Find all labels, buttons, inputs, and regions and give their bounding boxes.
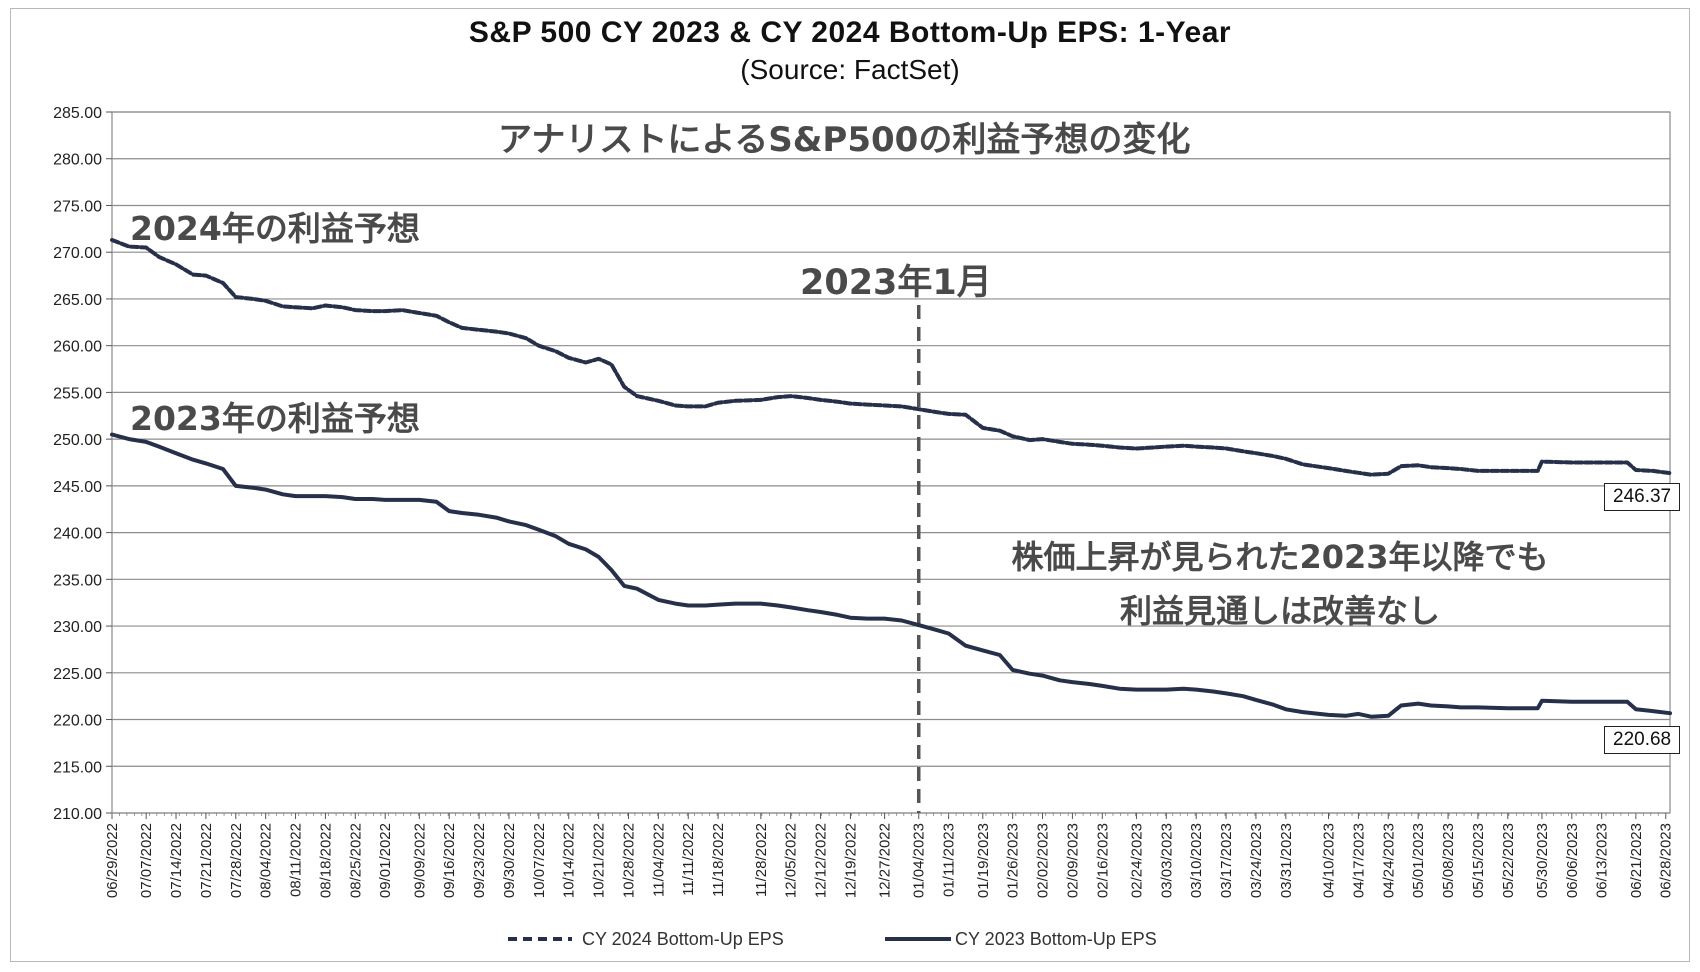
x-tick-label: 02/09/2023 xyxy=(1064,823,1081,898)
y-tick-label: 230.00 xyxy=(53,619,102,636)
x-tick-label: 03/03/2023 xyxy=(1158,823,1175,898)
x-tick-label: 07/28/2022 xyxy=(228,823,245,898)
legend-label-cy2023: CY 2023 Bottom-Up EPS xyxy=(955,929,1157,949)
x-tick-label: 06/21/2023 xyxy=(1628,823,1645,898)
y-tick-label: 260.00 xyxy=(53,339,102,356)
cy2023-end-value: 220.68 xyxy=(1604,726,1681,754)
cy2024-annotation: 2024年の利益予想 xyxy=(130,209,420,248)
x-tick-label: 11/28/2022 xyxy=(753,823,770,897)
x-tick-label: 12/05/2022 xyxy=(783,823,800,898)
cy2023-annotation: 2023年の利益予想 xyxy=(130,399,420,438)
x-tick-label: 09/16/2022 xyxy=(441,823,458,898)
headline-annotation: アナリストによるS&P500の利益予想の変化 xyxy=(498,120,1191,160)
x-tick-label: 05/01/2023 xyxy=(1410,823,1427,898)
x-tick-label: 07/21/2022 xyxy=(198,823,215,898)
y-tick-label: 220.00 xyxy=(53,713,102,730)
x-tick-label: 10/21/2022 xyxy=(591,823,608,898)
x-tick-label: 09/01/2022 xyxy=(377,823,394,898)
x-tick-label: 09/30/2022 xyxy=(501,823,518,898)
series-cy2024-line xyxy=(110,238,1672,477)
x-tick-label: 09/09/2022 xyxy=(411,823,428,898)
x-tick-label: 08/25/2022 xyxy=(347,823,364,898)
y-tick-label: 280.00 xyxy=(53,152,102,169)
x-tick-label: 01/11/2023 xyxy=(941,823,958,897)
x-tick-label: 03/24/2023 xyxy=(1248,823,1265,898)
cy2024-end-value: 246.37 xyxy=(1604,483,1681,511)
x-tick-label: 07/07/2022 xyxy=(138,823,155,898)
x-axis-ticks: 06/29/2022 07/07/2022 07/14/2022 07/21/2022… xyxy=(104,813,1675,898)
january-annotation: 2023年1月 xyxy=(800,263,992,303)
y-tick-label: 255.00 xyxy=(53,385,102,402)
note-annotation: 株価上昇が見られた2023年以降でも 利益見通しは改善なし xyxy=(960,530,1600,638)
note-line-1: 株価上昇が見られた2023年以降でも xyxy=(1011,538,1549,576)
x-tick-label: 05/08/2023 xyxy=(1440,823,1457,898)
x-tick-label: 04/17/2023 xyxy=(1350,823,1367,898)
x-tick-label: 09/23/2022 xyxy=(471,823,488,898)
x-tick-label: 10/28/2022 xyxy=(620,823,637,898)
x-tick-label: 06/29/2022 xyxy=(104,823,121,898)
x-tick-label: 10/14/2022 xyxy=(561,823,578,898)
y-tick-label: 250.00 xyxy=(53,432,102,449)
note-line-2: 利益見通しは改善なし xyxy=(1119,592,1440,630)
x-tick-label: 04/24/2023 xyxy=(1380,823,1397,898)
x-tick-label: 01/19/2023 xyxy=(975,823,992,898)
x-tick-label: 08/11/2022 xyxy=(288,823,305,897)
legend: CY 2024 Bottom-Up EPS CY 2023 Bottom-Up E… xyxy=(508,929,1157,949)
y-tick-label: 215.00 xyxy=(53,759,102,776)
x-tick-label: 03/17/2023 xyxy=(1218,823,1235,898)
x-tick-label: 08/18/2022 xyxy=(317,823,334,898)
x-tick-label: 01/04/2023 xyxy=(911,823,928,898)
x-tick-label: 12/27/2022 xyxy=(877,823,894,898)
x-tick-label: 12/19/2022 xyxy=(842,823,859,898)
x-tick-label: 02/02/2023 xyxy=(1035,823,1052,898)
y-tick-label: 285.00 xyxy=(53,105,102,122)
y-tick-label: 210.00 xyxy=(53,806,102,823)
x-tick-label: 07/14/2022 xyxy=(168,823,185,898)
x-tick-label: 03/10/2023 xyxy=(1188,823,1205,898)
chart-subtitle: (Source: FactSet) xyxy=(740,54,960,85)
x-tick-label: 11/18/2022 xyxy=(710,823,727,897)
y-tick-label: 245.00 xyxy=(53,479,102,496)
x-tick-label: 01/26/2023 xyxy=(1005,823,1022,898)
x-tick-label: 02/24/2023 xyxy=(1128,823,1145,898)
x-tick-label: 05/22/2023 xyxy=(1500,823,1517,898)
y-tick-label: 225.00 xyxy=(53,666,102,683)
x-tick-label: 02/16/2023 xyxy=(1094,823,1111,898)
x-tick-label: 06/06/2023 xyxy=(1564,823,1581,898)
x-tick-label: 04/10/2023 xyxy=(1321,823,1338,898)
x-tick-label: 05/30/2023 xyxy=(1534,823,1551,898)
x-tick-label: 11/11/2022 xyxy=(680,823,697,896)
series-lines xyxy=(110,238,1672,719)
legend-label-cy2024: CY 2024 Bottom-Up EPS xyxy=(582,929,784,949)
y-axis-ticks: 210.00 215.00 220.00 225.00 230.00 235.00 240.… xyxy=(53,105,112,823)
chart-frame xyxy=(10,8,1690,962)
chart-title: S&P 500 CY 2023 & CY 2024 Bottom-Up EPS:… xyxy=(468,16,1232,49)
x-tick-label: 05/15/2023 xyxy=(1470,823,1487,898)
y-tick-label: 265.00 xyxy=(53,292,102,309)
x-tick-label: 03/31/2023 xyxy=(1278,823,1295,898)
x-tick-label: 10/07/2022 xyxy=(531,823,548,898)
x-tick-label: 12/12/2022 xyxy=(813,823,830,898)
gridlines xyxy=(111,111,1671,814)
y-tick-label: 270.00 xyxy=(53,245,102,262)
y-tick-label: 275.00 xyxy=(53,198,102,215)
y-tick-label: 235.00 xyxy=(53,572,102,589)
series-cy2023-line xyxy=(110,432,1672,719)
x-tick-label: 08/04/2022 xyxy=(258,823,275,898)
x-tick-label: 06/28/2023 xyxy=(1658,823,1675,898)
x-tick-label: 11/04/2022 xyxy=(650,823,667,897)
x-tick-label: 06/13/2023 xyxy=(1594,823,1611,898)
y-tick-label: 240.00 xyxy=(53,526,102,543)
